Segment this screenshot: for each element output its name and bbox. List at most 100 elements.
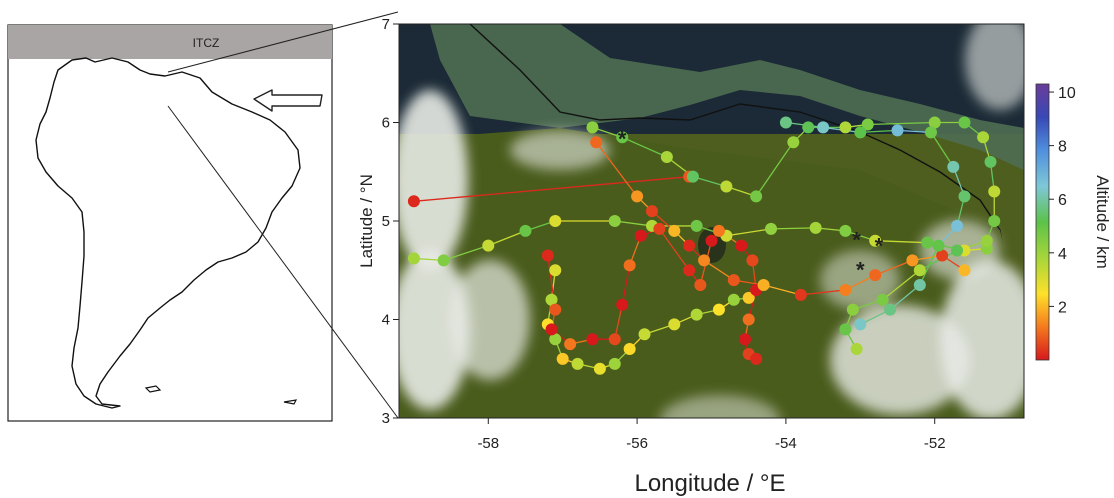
colorbar-ticks: 2 4 6 8 10 (1049, 85, 1076, 316)
track-point (690, 308, 703, 321)
track-point (686, 170, 699, 183)
track-point (608, 333, 621, 346)
zoom-line-top (167, 11, 399, 73)
track-point (742, 291, 755, 304)
track-point (802, 121, 815, 134)
track-point (787, 136, 800, 149)
track-point (616, 298, 629, 311)
falkland-islands (144, 385, 298, 405)
turbid-coastal-water (430, 24, 1024, 170)
track-point (690, 219, 703, 232)
track-point (951, 244, 964, 257)
track-point (683, 239, 696, 252)
track-point (742, 313, 755, 326)
track-point (988, 215, 1001, 227)
track-point (861, 118, 874, 131)
track-point (712, 303, 725, 316)
track-point (809, 221, 822, 234)
track-point (482, 239, 495, 252)
track-point (712, 224, 725, 237)
track-point (958, 190, 971, 203)
track-segment (875, 240, 928, 244)
track-point (750, 352, 763, 365)
track-point (876, 293, 889, 306)
track-point (924, 126, 937, 139)
track-point (980, 234, 993, 247)
south-america-outline (35, 57, 301, 409)
track-point (549, 303, 562, 316)
track-point (727, 293, 740, 306)
south-america-inset: ITCZ (7, 11, 399, 422)
itcz-label: ITCZ (193, 36, 220, 50)
track-segment (919, 245, 940, 286)
track-point (564, 338, 577, 351)
track-point (616, 131, 629, 144)
track-point (668, 224, 681, 237)
y-tick-label: 5 (382, 213, 390, 230)
track-point (839, 283, 852, 296)
track-point (913, 279, 926, 292)
x-tick-label: -52 (924, 435, 946, 452)
track-point (854, 126, 867, 139)
track-point (928, 116, 941, 129)
track-point (549, 333, 562, 346)
trade-wind-arrow-icon (253, 89, 323, 112)
track-segment (800, 289, 846, 296)
cloud-cover (399, 24, 1024, 418)
track-point (541, 249, 554, 262)
colorbar-tick-label: 2 (1058, 299, 1067, 316)
colorbar-label: Altitude / km (1093, 175, 1112, 269)
x-tick-label: -54 (775, 435, 797, 452)
track-point (947, 160, 960, 173)
track-segment (919, 249, 958, 271)
track-point (958, 116, 971, 129)
track-segment (860, 129, 898, 133)
star-markers: * * * * (618, 126, 884, 282)
track-point (720, 180, 733, 193)
track-point (727, 274, 740, 287)
x-tick-label: -58 (477, 435, 499, 452)
track-point (698, 254, 711, 267)
colorbar-tick-label: 10 (1058, 85, 1076, 102)
track-point (590, 136, 603, 149)
track-segment (621, 265, 631, 305)
track-point (407, 252, 420, 265)
colorbar-tick-label: 6 (1058, 192, 1067, 209)
y-axis-label: Latitude / °N (357, 174, 376, 268)
colorbar-gradient (1035, 83, 1050, 361)
track-point (854, 318, 867, 331)
track-point (958, 264, 971, 277)
track-point (913, 264, 926, 277)
track-point (519, 224, 532, 237)
star-marker: * (852, 228, 861, 253)
track-segment (658, 228, 690, 271)
track-point (839, 323, 852, 336)
track-point (571, 357, 584, 370)
track-point (765, 222, 778, 235)
track-segment (413, 176, 690, 202)
track-point (936, 249, 949, 262)
x-axis-label: Longitude / °E (634, 470, 785, 497)
track-point (545, 293, 558, 306)
track-point (549, 264, 562, 277)
x-tick-label: -56 (626, 435, 648, 452)
track-point (757, 279, 770, 292)
star-marker: * (618, 126, 627, 151)
track-point (988, 185, 1001, 198)
track-point (794, 288, 807, 301)
track-point (653, 222, 666, 235)
x-axis: -58 -56 -54 -52 (477, 418, 946, 452)
track-segment (930, 131, 954, 168)
track-segment (726, 228, 772, 237)
y-axis: 3 4 5 6 7 (382, 16, 399, 427)
track-segment (488, 230, 526, 247)
track-segment (595, 141, 638, 197)
colorbar-tick-label: 8 (1058, 139, 1067, 156)
zoom-line-bottom (167, 105, 399, 419)
track-point (668, 318, 681, 331)
track-segment (755, 141, 794, 197)
track-point (738, 333, 751, 346)
track-point (984, 155, 997, 168)
track-segment (874, 259, 913, 276)
